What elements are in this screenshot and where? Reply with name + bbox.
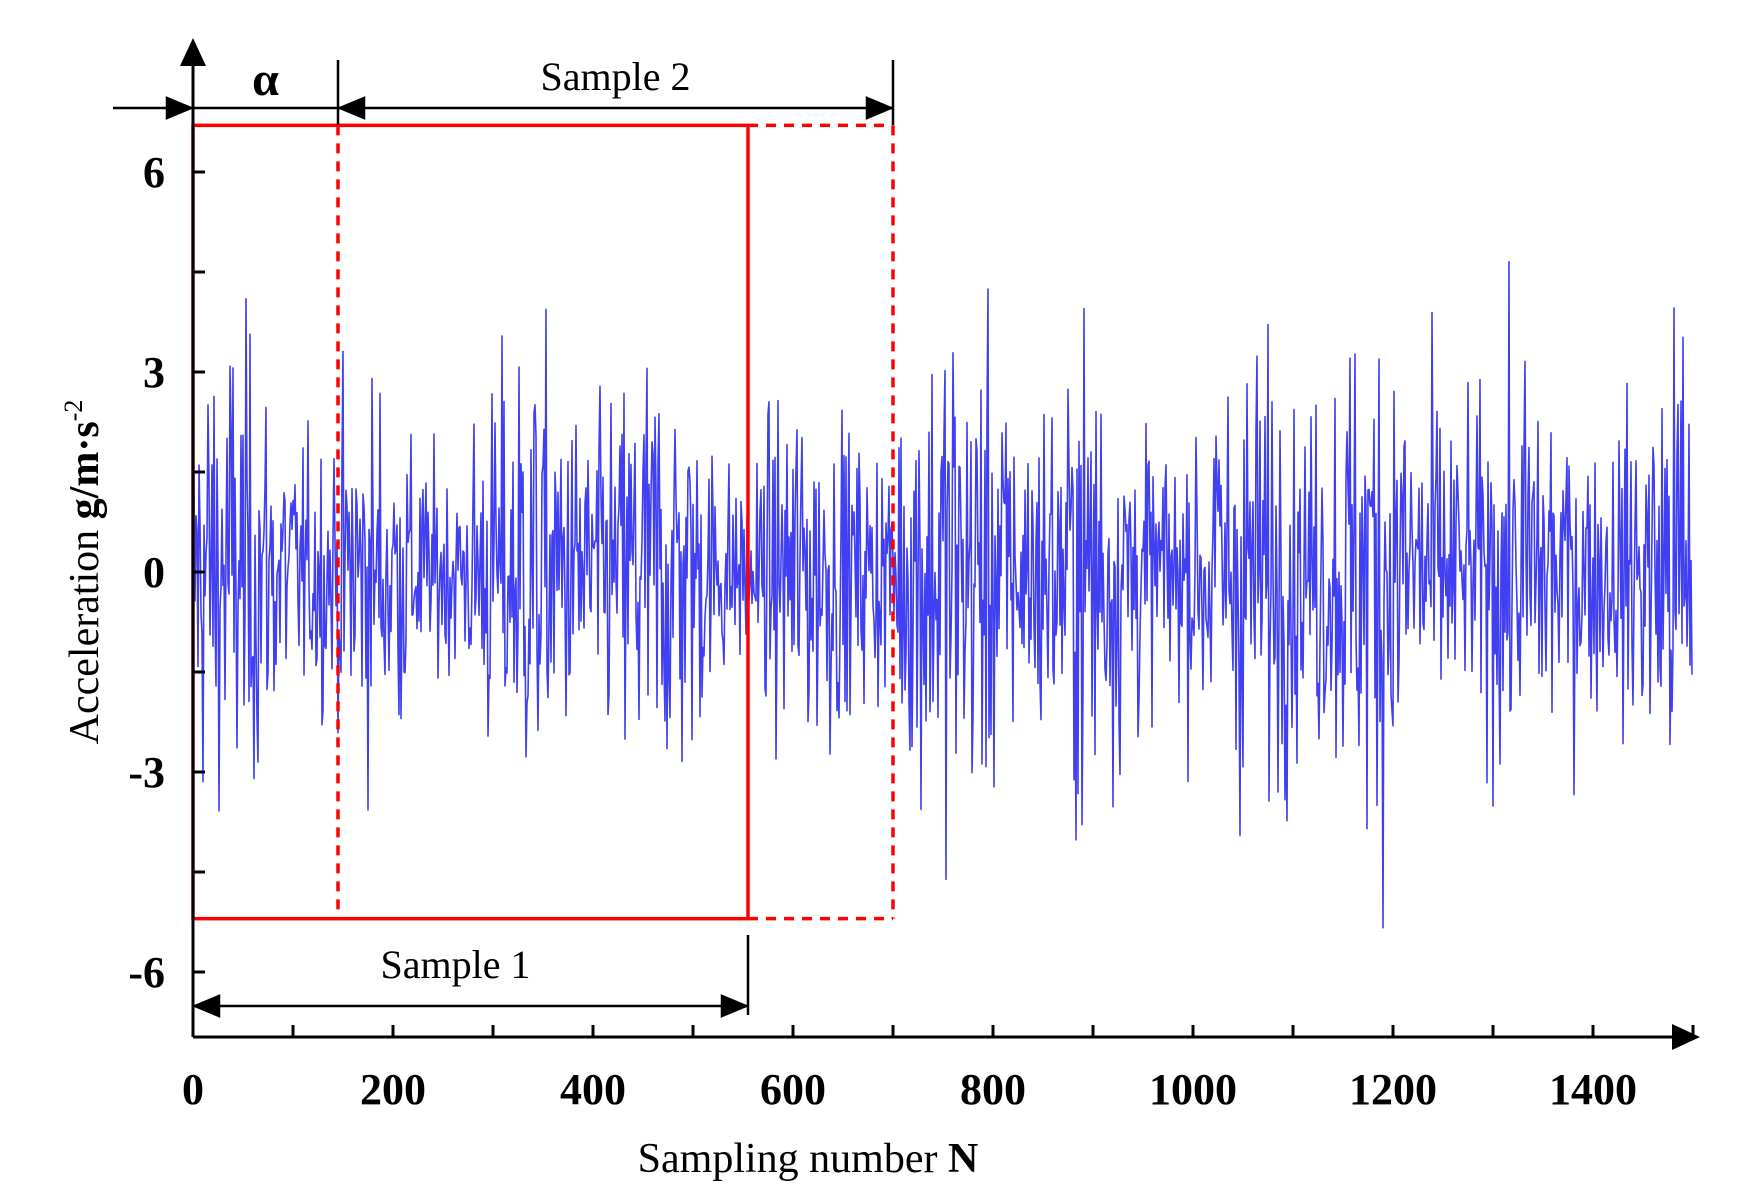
- x-axis-title-text: Sampling number: [638, 1136, 938, 1182]
- x-tick-label: 200: [360, 1065, 426, 1114]
- x-axis-title-symbol: N: [948, 1136, 978, 1182]
- x-axis-arrowhead: [1672, 1024, 1700, 1050]
- x-tick-label: 1000: [1149, 1065, 1237, 1114]
- alpha-label: α: [252, 53, 279, 106]
- x-tick-label: 400: [560, 1065, 626, 1114]
- y-axis-title: Acceleration g/m·s-2: [59, 400, 108, 745]
- x-tick-label: 1200: [1349, 1065, 1437, 1114]
- x-tick-label: 0: [182, 1065, 204, 1114]
- sample-2-arrowhead-right: [865, 96, 895, 120]
- signal-line: [192, 260, 1693, 929]
- sample-1-label: Sample 1: [381, 942, 531, 987]
- sample-2-window: [336, 123, 895, 921]
- y-tick-label: -3: [128, 748, 165, 797]
- alpha-arrowhead: [165, 96, 195, 120]
- y-axis-ticks: 6 3 0 -3 -6: [128, 148, 205, 997]
- sample-1-arrowhead-right: [720, 994, 750, 1018]
- x-axis-title: Sampling number N: [638, 1136, 979, 1182]
- x-tick-label: 600: [760, 1065, 826, 1114]
- y-tick-label: 3: [143, 348, 165, 397]
- y-tick-label: 6: [143, 148, 165, 197]
- y-axis-arrowhead: [180, 38, 206, 66]
- sample-dimension-arrows: [113, 60, 895, 1018]
- sample-1-window: [191, 123, 750, 921]
- y-tick-label: -6: [128, 948, 165, 997]
- axes: [180, 38, 1700, 1050]
- sample-2-arrowhead-left: [336, 96, 366, 120]
- y-axis-title-unit: g/m·s: [62, 421, 108, 519]
- y-axis-title-text: Acceleration: [62, 530, 108, 745]
- sample-1-arrowhead-left: [191, 994, 221, 1018]
- sample-2-label: Sample 2: [541, 54, 691, 99]
- x-axis-ticks: 0 200 400 600 800 1000 1200 1400: [182, 1025, 1695, 1114]
- y-axis-title-exponent: -2: [59, 400, 88, 422]
- signal-series: [192, 260, 1693, 929]
- y-tick-label: 0: [143, 548, 165, 597]
- x-tick-label: 1400: [1549, 1065, 1637, 1114]
- x-tick-label: 800: [960, 1065, 1026, 1114]
